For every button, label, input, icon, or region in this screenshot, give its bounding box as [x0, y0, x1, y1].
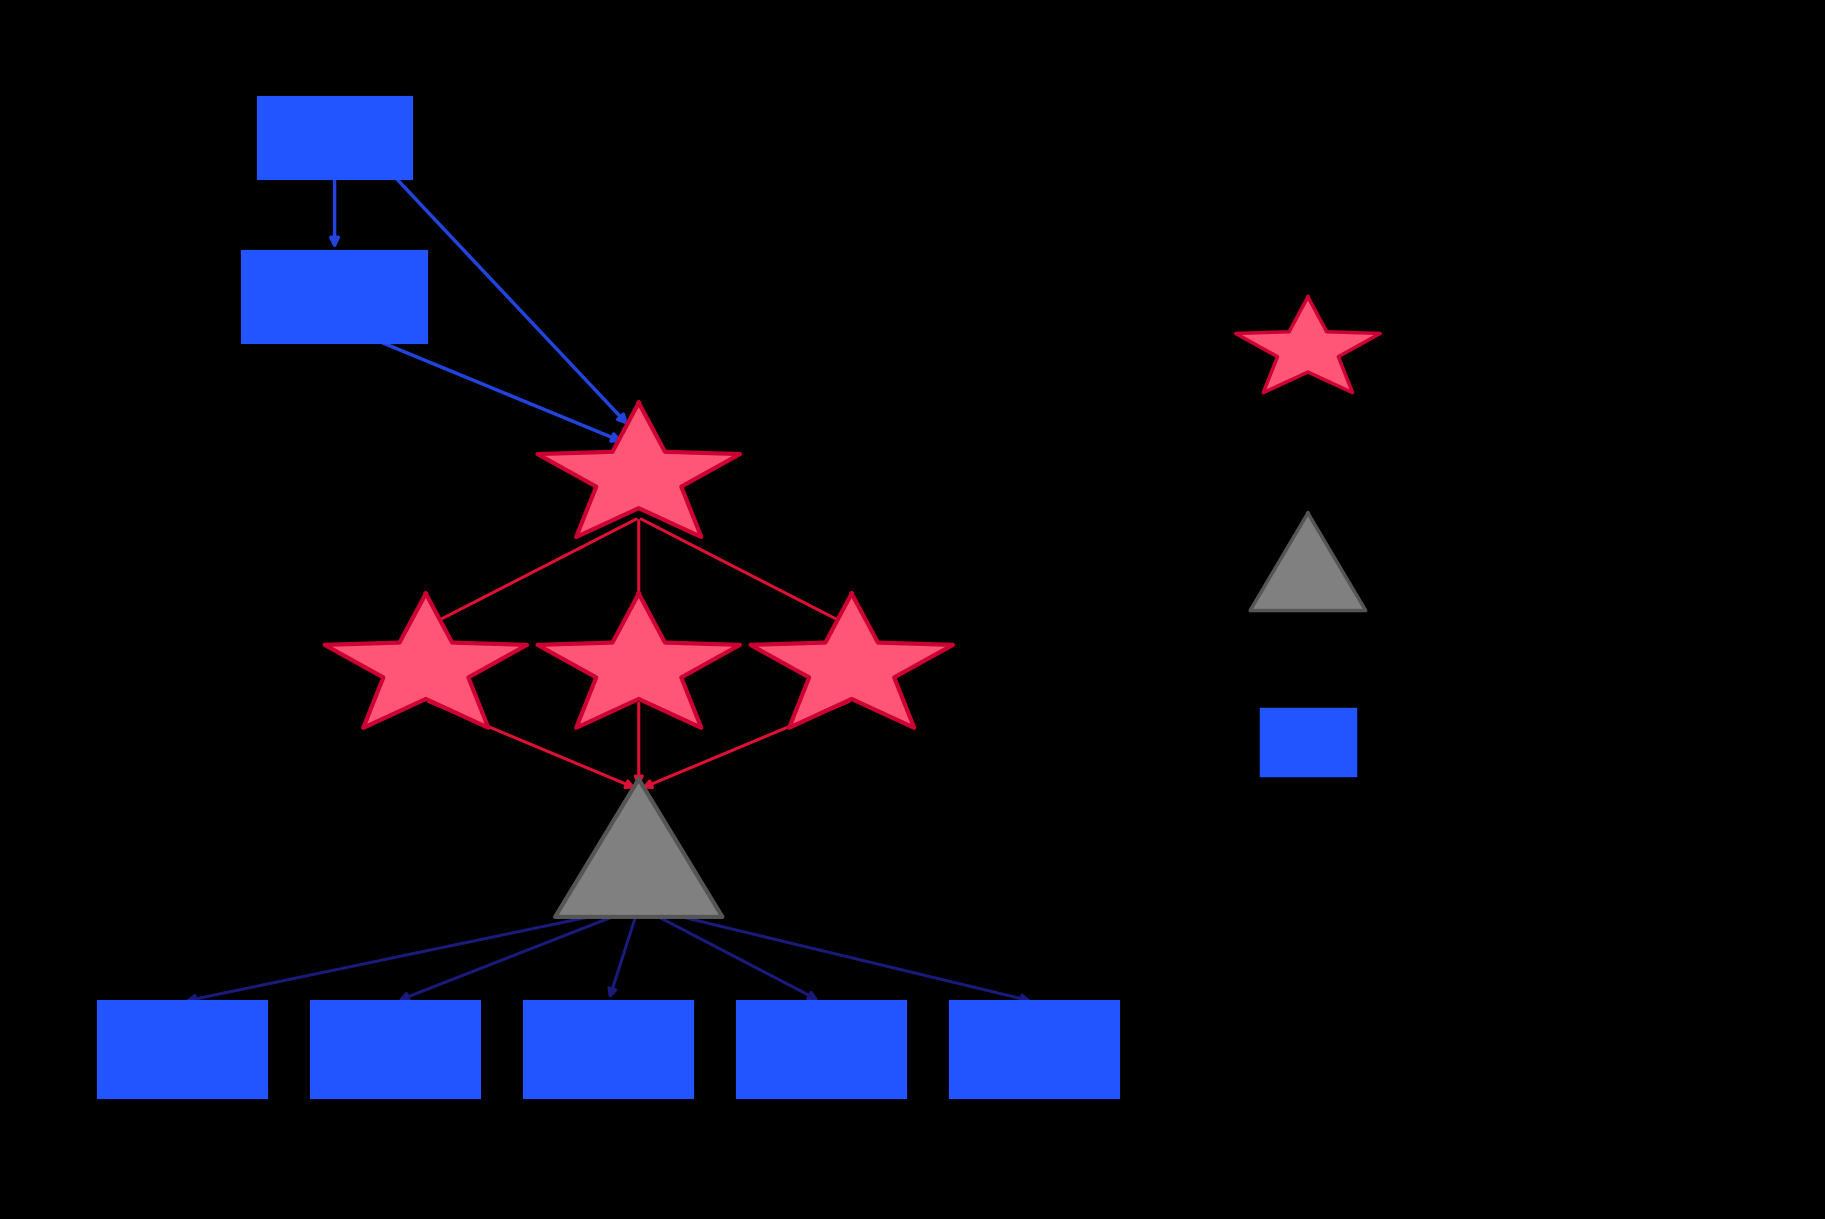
Polygon shape	[538, 594, 739, 728]
Polygon shape	[538, 402, 739, 538]
FancyBboxPatch shape	[1261, 709, 1354, 775]
FancyBboxPatch shape	[951, 1002, 1117, 1097]
Polygon shape	[750, 594, 953, 728]
FancyBboxPatch shape	[99, 1002, 266, 1097]
Polygon shape	[555, 779, 723, 917]
FancyBboxPatch shape	[259, 98, 411, 178]
FancyBboxPatch shape	[312, 1002, 478, 1097]
FancyBboxPatch shape	[737, 1002, 905, 1097]
FancyBboxPatch shape	[526, 1002, 692, 1097]
Polygon shape	[1250, 513, 1365, 611]
FancyBboxPatch shape	[243, 252, 425, 341]
Polygon shape	[1236, 296, 1380, 393]
Polygon shape	[325, 594, 527, 728]
